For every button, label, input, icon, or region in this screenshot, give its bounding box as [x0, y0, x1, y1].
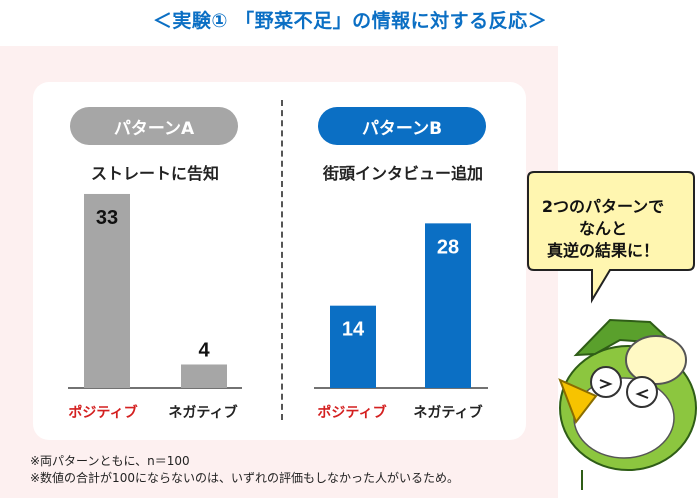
- pattern-a-label: パターンA: [70, 107, 238, 145]
- mascot-illustration: [527, 171, 697, 490]
- bar-a-positive: [84, 193, 130, 388]
- footnotes: ※両パターンともに、n＝100 ※数値の合計が100にならないのは、いずれの評価…: [30, 453, 459, 487]
- callout-text: 2つのパターンで なんと 真逆の結果に！: [518, 196, 688, 262]
- value-label-a-negative: 4: [198, 339, 210, 361]
- kappa-mascot-icon: [558, 318, 697, 490]
- value-label-b-positive: 14: [342, 319, 365, 341]
- category-label-a-negative: ネガティブ: [168, 405, 238, 421]
- callout-line-3: 真逆の結果に！: [546, 241, 659, 260]
- pattern-b-label: パターンB: [318, 107, 486, 145]
- value-label-b-negative: 28: [437, 236, 459, 258]
- category-label-a-positive: ポジティブ: [68, 405, 138, 421]
- bar-b-negative: [425, 223, 471, 388]
- bar-b-positive: [330, 305, 376, 388]
- panel-divider: [281, 100, 283, 420]
- callout-line-1: 2つのパターンで: [541, 197, 665, 216]
- bar-a-negative: [181, 364, 227, 388]
- footnote-total: ※数値の合計が100にならないのは、いずれの評価もしなかった人がいるため。: [30, 471, 459, 485]
- pattern-b-subtitle: 街頭インタビュー追加: [322, 164, 483, 183]
- speech-bubble: [527, 171, 695, 304]
- callout-line-2: なんと: [578, 219, 627, 238]
- footnote-sample-size: ※両パターンともに、n＝100: [30, 454, 190, 468]
- value-label-a-positive: 33: [96, 207, 118, 229]
- category-label-b-positive: ポジティブ: [317, 405, 387, 421]
- page-title: ＜実験① 「野菜不足」の情報に対する反応＞: [152, 10, 548, 32]
- pattern-a-subtitle: ストレートに告知: [90, 164, 219, 183]
- category-label-b-negative: ネガティブ: [413, 405, 483, 421]
